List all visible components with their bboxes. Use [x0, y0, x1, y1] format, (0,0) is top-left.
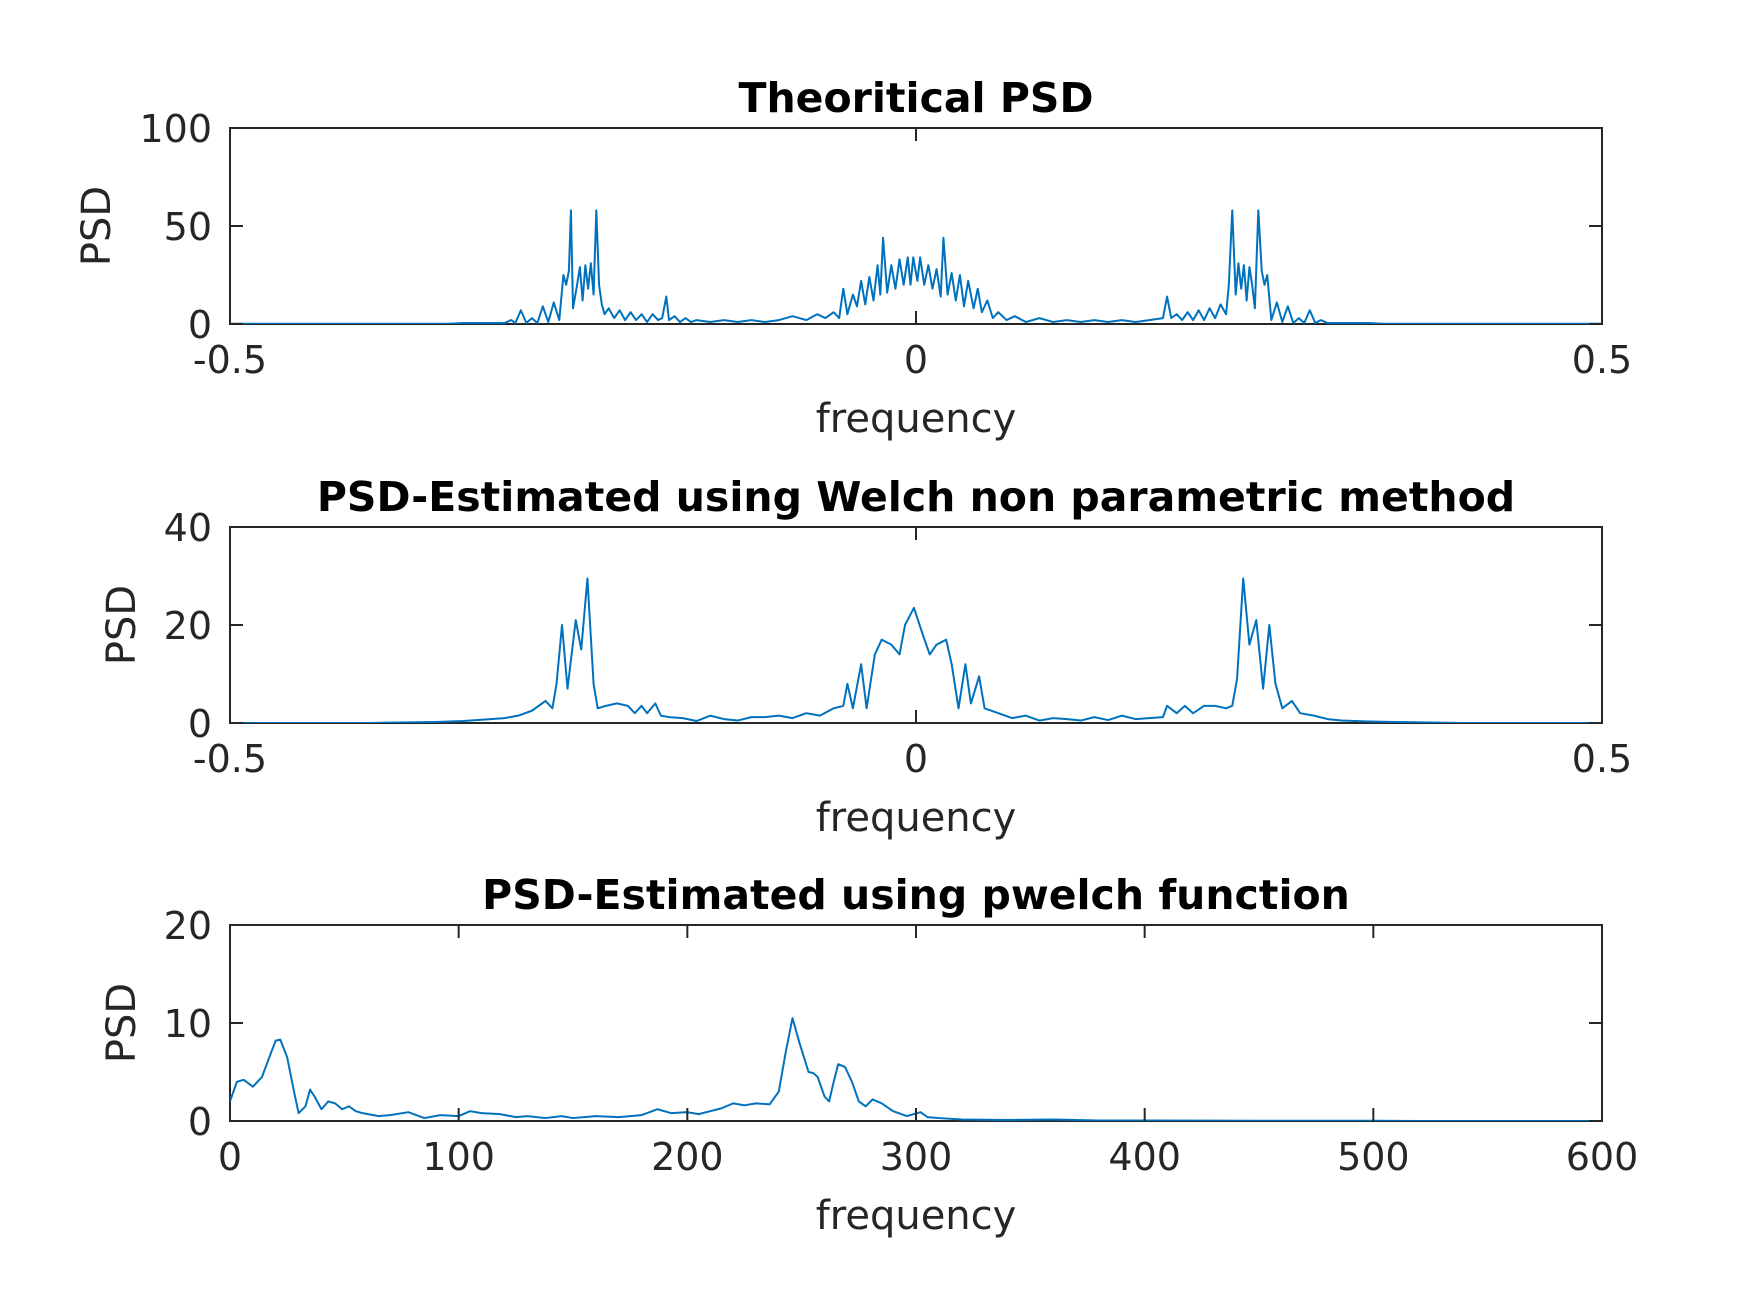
y-tick-label: 10 [164, 1002, 212, 1046]
y-axis-label: PSD [99, 585, 145, 665]
x-axis-label: frequency [816, 795, 1017, 841]
x-tick-label: 0 [218, 1135, 242, 1179]
subplot-3: 0 100 200 300 400 500 600 0 10 20 PSD-Estimated us… [99, 871, 1638, 1239]
y-tick-label: 100 [139, 107, 212, 151]
y-tick-label: 0 [188, 1100, 212, 1144]
x-tick-label: 0.5 [1572, 338, 1632, 382]
series-line [230, 577, 1602, 723]
x-tick-label: 0 [904, 737, 928, 781]
y-tick-label: 0 [188, 303, 212, 347]
chart-title: Theoritical PSD [739, 74, 1094, 122]
y-tick-label: 0 [188, 702, 212, 746]
plot-frame [229, 127, 1603, 325]
x-axis-label: frequency [816, 1193, 1017, 1239]
x-tick-label: 200 [651, 1135, 724, 1179]
x-tick-label: 0 [904, 338, 928, 382]
plot-frame [229, 924, 1603, 1122]
x-tick-label: 0.5 [1572, 737, 1632, 781]
chart-title: PSD-Estimated using Welch non parametric… [317, 473, 1515, 521]
x-tick-label: 600 [1566, 1135, 1639, 1179]
y-tick-label: 40 [164, 506, 212, 550]
x-axis-label: frequency [816, 396, 1017, 442]
series-line [230, 209, 1602, 324]
x-tick-label: 100 [422, 1135, 495, 1179]
x-tick-label: 400 [1108, 1135, 1181, 1179]
y-axis-label: PSD [74, 186, 120, 266]
y-tick-label: 20 [164, 604, 212, 648]
chart-title: PSD-Estimated using pwelch function [482, 871, 1350, 919]
y-tick-label: 20 [164, 904, 212, 948]
y-axis-label: PSD [99, 983, 145, 1063]
series-line [230, 1017, 1602, 1121]
plot-frame [229, 526, 1603, 724]
x-tick-label: -0.5 [193, 338, 267, 382]
x-tick-label: -0.5 [193, 737, 267, 781]
x-tick-label: 500 [1337, 1135, 1410, 1179]
x-tick-label: 300 [880, 1135, 953, 1179]
y-tick-label: 50 [164, 205, 212, 249]
